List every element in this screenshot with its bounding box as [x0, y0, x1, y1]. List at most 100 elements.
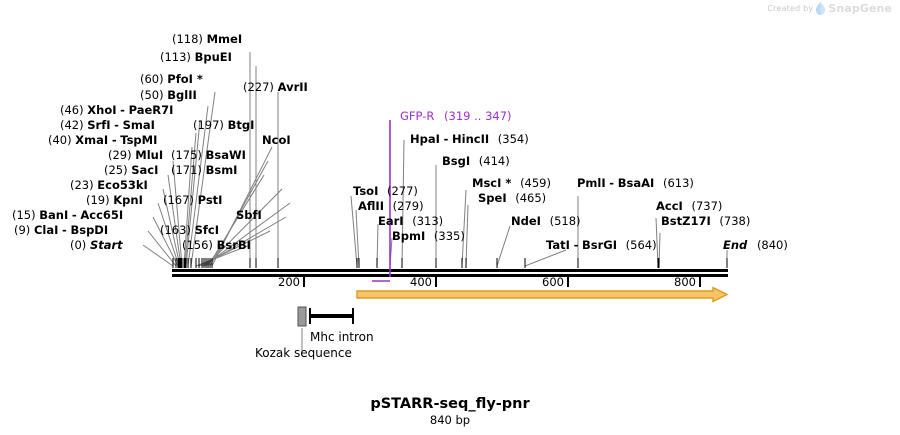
site-pos-srfi: (42) [60, 118, 84, 132]
site-label-psti[interactable]: (167) PstI [163, 194, 222, 206]
site-name-btgi: BtgI [227, 118, 255, 132]
site-label-sbfi[interactable]: SbfI [236, 209, 262, 221]
site-pos-psti: (167) [163, 193, 194, 207]
site-label-avrii[interactable]: (227) AvrII [243, 81, 308, 93]
site-label-bstz17i[interactable]: BstZ17I (738) [661, 215, 750, 227]
plasmid-length-label: 840 bp [429, 413, 471, 427]
site-tick-marks [172, 258, 728, 268]
site-label-bpmi[interactable]: BpmI (335) [392, 230, 465, 242]
site-pos-avrii: (227) [243, 80, 274, 94]
site-label-ndei[interactable]: NdeI (518) [511, 215, 581, 227]
site-label-msci[interactable]: MscI * (459) [472, 177, 551, 189]
site-name-xhoi: XhoI [87, 103, 117, 117]
site-pos-pmli: (613) [662, 176, 694, 190]
site-label-end[interactable]: End (840) [723, 239, 788, 251]
site-dash-srfi: - [114, 118, 119, 132]
site-name-bsaai: BsaAI [617, 176, 655, 190]
site-name-sbfi: SbfI [236, 208, 262, 222]
site-label-tsoi[interactable]: TsoI (277) [353, 185, 418, 197]
site-pos-xmai: (40) [48, 133, 72, 147]
site-label-bsrbi[interactable]: (156) BsrBI [182, 239, 251, 251]
site-name-aflii: AflII [358, 199, 384, 213]
site-label-bglii[interactable]: (50) BglII [140, 89, 197, 101]
site-name-msci: MscI * [472, 176, 512, 190]
site-pos-bpmi: (335) [433, 229, 465, 243]
site-pos-eari: (313) [412, 214, 444, 228]
site-pos-eco53ki: (23) [70, 178, 94, 192]
plasmid-title: pSTARR-seq_fly-pnr [370, 396, 530, 412]
site-pos-xhoi: (46) [60, 103, 84, 117]
site-pos-msci: (459) [520, 176, 551, 190]
site-name-bspdi: BspDI [70, 223, 109, 237]
site-name-bpmi: BpmI [392, 229, 426, 243]
feature-caption-kozak-sequence[interactable]: Kozak sequence [255, 346, 352, 360]
site-name-bsmi: BsmI [205, 163, 238, 177]
site-pos-start: (0) [70, 238, 87, 252]
site-name-end: End [723, 238, 748, 252]
site-label-ncoi[interactable]: NcoI [262, 134, 291, 146]
site-label-kpni[interactable]: (19) KpnI [86, 194, 143, 206]
site-name-clai: ClaI [33, 223, 59, 237]
site-label-bsawi[interactable]: (175) BsaWI [171, 149, 246, 161]
site-dash-xhoi: - [120, 103, 125, 117]
site-pos-tsoi: (277) [387, 184, 418, 198]
site-name-bsgi: BsgI [442, 154, 471, 168]
site-pos-aflii: (279) [392, 199, 424, 213]
site-label-xmai-tspmi[interactable]: (40) XmaI - TspMI [48, 134, 157, 146]
site-name-hincii: HincII [452, 132, 490, 146]
site-label-mlui[interactable]: (29) MluI [108, 149, 163, 161]
site-name-kpni: KpnI [113, 193, 143, 207]
site-pos-kpni: (19) [86, 193, 110, 207]
site-label-eari[interactable]: EarI (313) [378, 215, 443, 227]
site-name-avrii: AvrII [277, 80, 308, 94]
site-label-bsmi[interactable]: (171) BsmI [171, 164, 237, 176]
site-name-bsawi: BsaWI [205, 148, 246, 162]
site-name-tsoi: TsoI [353, 184, 379, 198]
site-label-srfi-smai[interactable]: (42) SrfI - SmaI [60, 119, 155, 131]
site-pos-bsrbi: (156) [182, 238, 213, 252]
site-label-acci[interactable]: AccI (737) [656, 200, 722, 212]
site-label-sfci[interactable]: (163) SfcI [160, 224, 219, 236]
site-label-tati-bsrgi[interactable]: TatI - BsrGI (564) [546, 239, 657, 251]
site-pos-sfci: (163) [160, 223, 191, 237]
site-pos-acci: (737) [691, 199, 723, 213]
leader-lines-midleft [195, 92, 291, 267]
ruler-tick-label-800: 800 [674, 275, 696, 289]
site-name-sfci: SfcI [194, 223, 219, 237]
site-pos-mmei: (118) [172, 32, 203, 46]
site-label-bsgi[interactable]: BsgI (414) [442, 155, 510, 167]
site-label-saci[interactable]: (25) SacI [104, 164, 158, 176]
site-dash-tati: - [573, 238, 579, 252]
site-name-mmei: MmeI [206, 32, 243, 46]
site-label-clai-bspdi[interactable]: (9) ClaI - BspDI [14, 224, 108, 236]
site-label-aflii[interactable]: AflII (279) [358, 200, 424, 212]
site-label-eco53ki[interactable]: (23) Eco53kI [70, 179, 148, 191]
watermark-created-label: Created by [767, 4, 814, 13]
mhc-intron-feature [309, 308, 354, 324]
site-label-start[interactable]: (0) Start [70, 239, 123, 251]
feature-caption-mhc-intron[interactable]: Mhc intron [310, 330, 374, 344]
ruler-tick-label-600: 600 [542, 275, 564, 289]
sequence-backbone-upper [172, 269, 728, 272]
site-name-spei: SpeI [478, 191, 507, 205]
site-name-eco53ki: Eco53kI [97, 178, 148, 192]
site-pos-spei: (465) [515, 191, 547, 205]
site-dash-bani: - [71, 208, 77, 222]
site-label-pfoi[interactable]: (60) PfoI * [140, 73, 203, 85]
site-label-bpuei[interactable]: (113) BpuEI [160, 51, 232, 63]
snapgene-logo-icon [816, 2, 826, 15]
feature-label-gfpr[interactable]: GFP-R (319 .. 347) [400, 110, 512, 122]
site-label-pmli-bsaai[interactable]: PmlI - BsaAI (613) [577, 177, 694, 189]
site-label-btgi[interactable]: (197) BtgI [193, 119, 254, 131]
site-label-mmei[interactable]: (118) MmeI [172, 33, 242, 45]
watermark-brand-label: SnapGene [828, 2, 892, 15]
site-name-pfoi: PfoI * [167, 72, 203, 86]
site-label-hpai-hincii[interactable]: HpaI - HincII (354) [410, 133, 529, 145]
feature-range-gfpr: (319 .. 347) [444, 109, 512, 123]
site-label-spei[interactable]: SpeI (465) [478, 192, 546, 204]
site-label-xhoi-paer7i[interactable]: (46) XhoI - PaeR7I [60, 104, 173, 116]
site-pos-bsmi: (171) [171, 163, 202, 177]
site-label-bani-acc65i[interactable]: (15) BanI - Acc65I [12, 209, 123, 221]
